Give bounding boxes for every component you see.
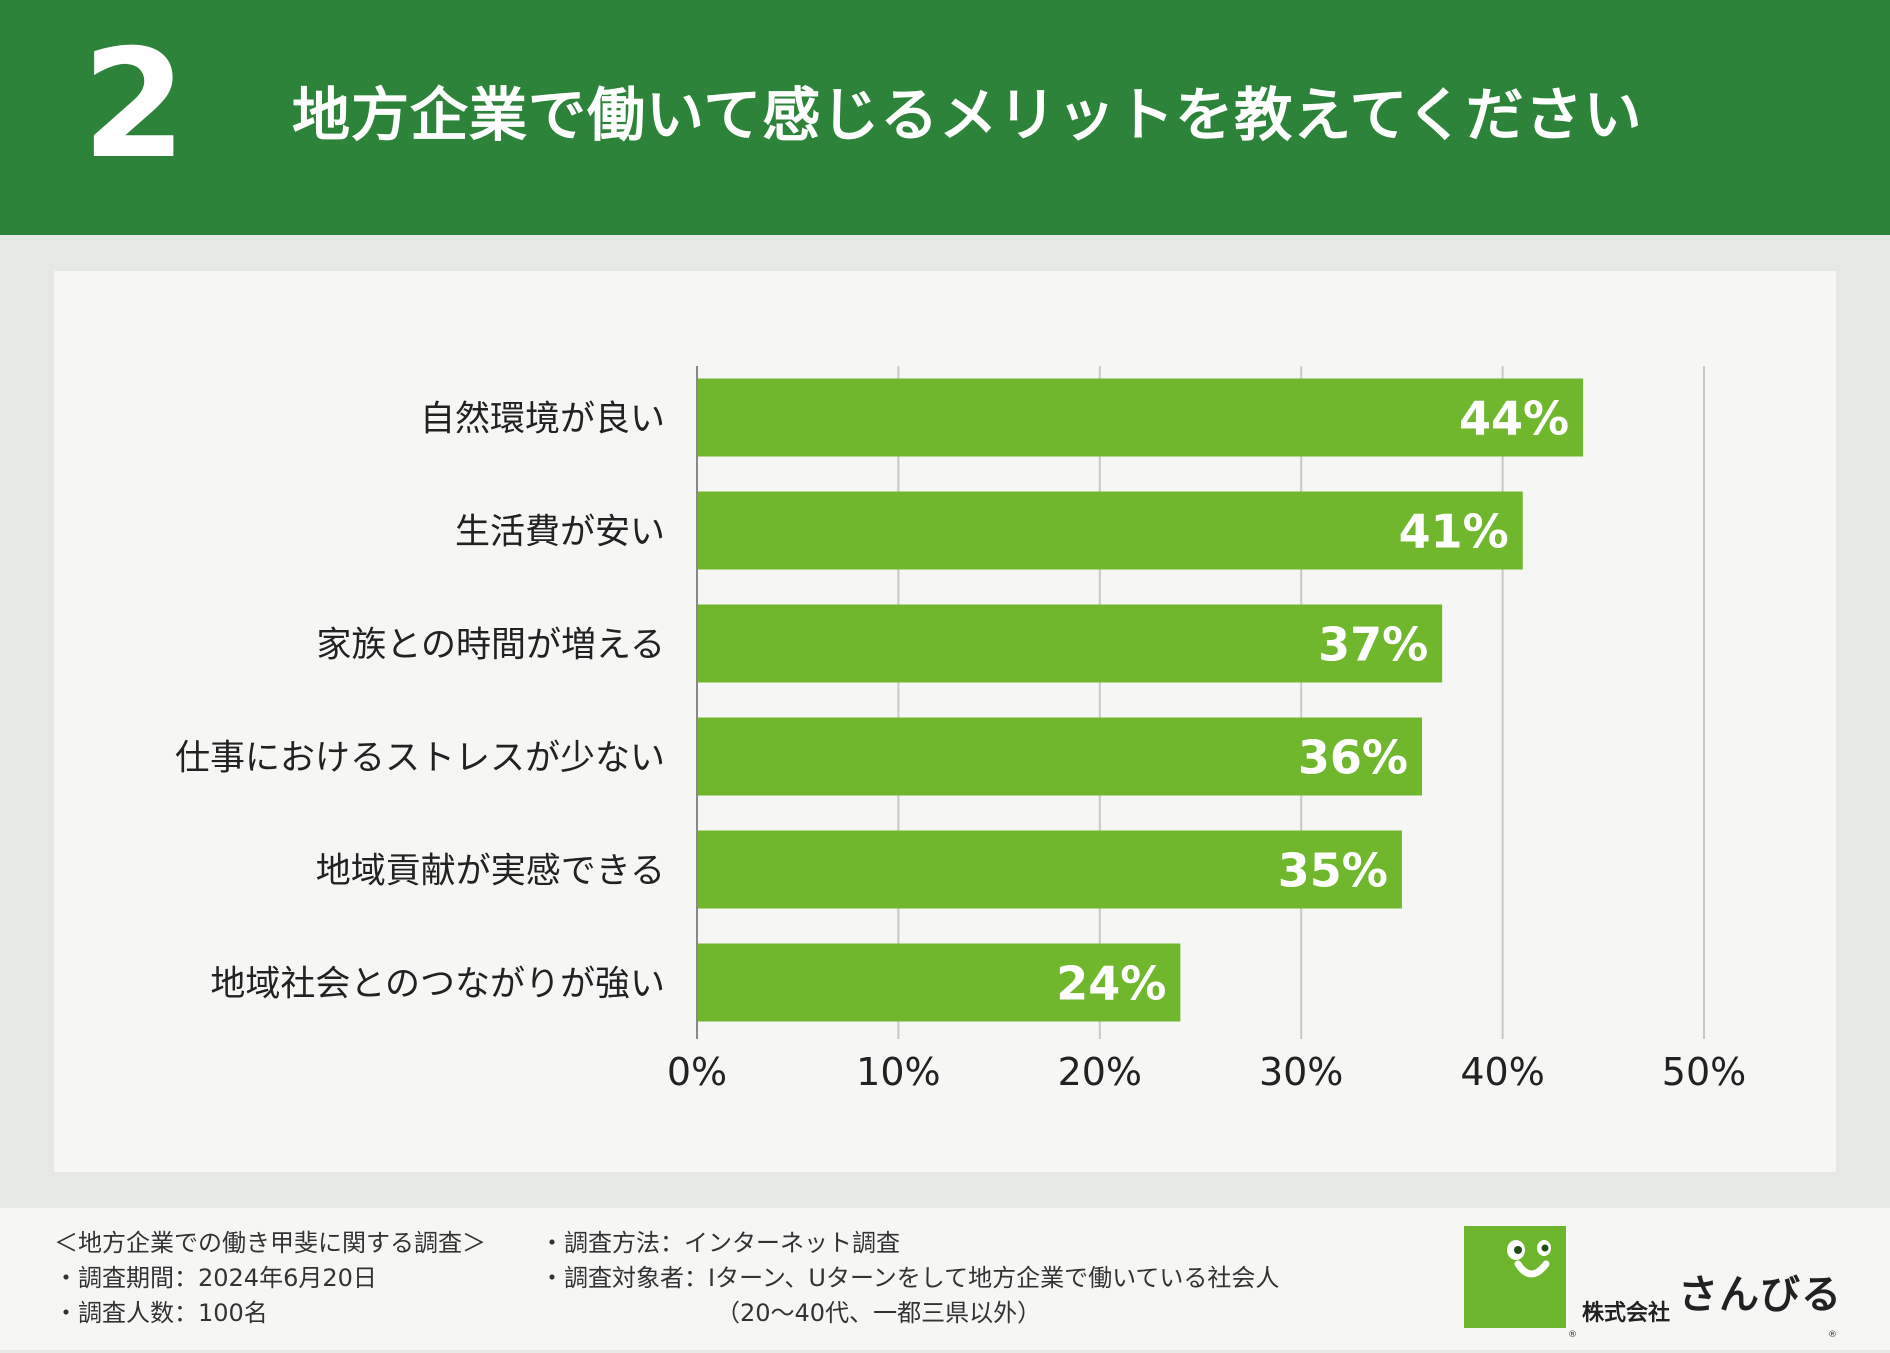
survey-count: ・調査人数：100名 bbox=[54, 1299, 268, 1327]
x-tick-label: 50% bbox=[1662, 1050, 1746, 1094]
data-label: 37% bbox=[1318, 618, 1428, 672]
bar bbox=[697, 604, 1443, 683]
bar bbox=[697, 943, 1181, 1022]
bar-chart: 0% 10% 20% 30% 40% 50% 44% 自然環境が良い 41% 生活費が安い 37% 家… bbox=[175, 366, 1746, 1094]
registered-mark: ® bbox=[1568, 1330, 1577, 1340]
category-label: 生活費が安い bbox=[455, 513, 665, 553]
x-tick-label: 40% bbox=[1460, 1050, 1544, 1094]
x-tick-label: 10% bbox=[856, 1050, 940, 1094]
bar bbox=[697, 378, 1584, 457]
data-label: 44% bbox=[1459, 392, 1569, 446]
company-name: さんびる bbox=[1678, 1272, 1842, 1318]
survey-title: ＜地方企業での働き甲斐に関する調査＞ bbox=[54, 1229, 486, 1257]
footer: ＜地方企業での働き甲斐に関する調査＞ ・調査期間：2024年6月20日 ・調査人… bbox=[0, 1208, 1890, 1350]
data-label: 41% bbox=[1399, 505, 1509, 559]
survey-info-right: ・調査方法：インターネット調査 ・調査対象者：Iターン、Uターンをして地方企業で… bbox=[540, 1226, 1279, 1331]
smiley-icon bbox=[1507, 1240, 1551, 1278]
category-label: 地域貢献が実感できる bbox=[316, 852, 665, 892]
category-label: 仕事におけるストレスが少ない bbox=[175, 739, 665, 779]
category-label: 自然環境が良い bbox=[420, 400, 665, 440]
data-label: 35% bbox=[1278, 844, 1388, 898]
category-label: 地域社会とのつながりが強い bbox=[210, 965, 665, 1005]
company-logo bbox=[1464, 1226, 1566, 1328]
survey-target-note: （20〜40代、一都三県以外） bbox=[716, 1299, 1042, 1327]
data-label: 36% bbox=[1298, 731, 1408, 785]
survey-method: ・調査方法：インターネット調査 bbox=[540, 1229, 900, 1257]
x-tick-label: 20% bbox=[1058, 1050, 1142, 1094]
survey-target: ・調査対象者：Iターン、Uターンをして地方企業で働いている社会人 bbox=[540, 1264, 1280, 1292]
x-tick-label: 30% bbox=[1259, 1050, 1343, 1094]
data-label: 24% bbox=[1056, 957, 1166, 1011]
bar bbox=[697, 717, 1423, 796]
survey-period: ・調査期間：2024年6月20日 bbox=[54, 1264, 377, 1292]
company-prefix: 株式会社 bbox=[1582, 1301, 1671, 1326]
registered-mark-2: ® bbox=[1828, 1330, 1837, 1340]
chart-panel: 0% 10% 20% 30% 40% 50% 44% 自然環境が良い 41% 生活費が安い 37% 家… bbox=[54, 271, 1836, 1172]
x-tick-label: 0% bbox=[667, 1050, 727, 1094]
bar bbox=[697, 830, 1402, 909]
bar bbox=[697, 491, 1523, 570]
question-title: 地方企業で働いて感じるメリットを教えてください bbox=[292, 81, 1643, 149]
category-label: 家族との時間が増える bbox=[316, 626, 665, 666]
survey-info-left: ＜地方企業での働き甲斐に関する調査＞ ・調査期間：2024年6月20日 ・調査人… bbox=[54, 1226, 486, 1331]
question-number: 2 bbox=[82, 18, 187, 192]
header-banner: 2 地方企業で働いて感じるメリットを教えてください bbox=[0, 0, 1890, 235]
